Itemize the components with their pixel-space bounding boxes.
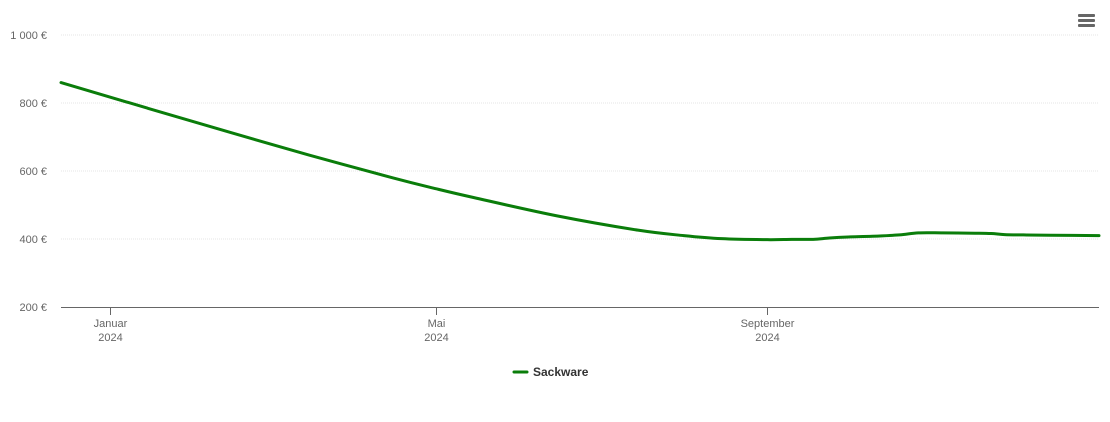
- x-tick-label-line: September: [741, 318, 795, 330]
- x-tick-label: Mai 2024: [424, 318, 448, 344]
- y-axis: 200 € 400 € 600 € 800 € 1 000 €: [10, 30, 47, 314]
- chart-menu-button[interactable]: [1076, 10, 1098, 32]
- x-tick-label-line: Januar: [94, 318, 128, 330]
- legend[interactable]: Sackware: [512, 365, 589, 379]
- legend-label: Sackware: [533, 365, 589, 379]
- grid: [61, 34, 1099, 240]
- legend-item-sackware[interactable]: Sackware: [512, 365, 589, 379]
- y-tick-label: 1 000 €: [10, 30, 47, 42]
- y-tick-label: 600 €: [19, 166, 47, 178]
- x-tick-label: September 2024: [741, 318, 795, 344]
- hamburger-menu-icon: [1078, 14, 1095, 17]
- series-layer: [59, 81, 1101, 242]
- x-tick-label: Januar 2024: [94, 318, 128, 344]
- series-line-sackware[interactable]: [59, 81, 1101, 242]
- hamburger-menu-icon-bar: [1078, 24, 1095, 27]
- y-tick-label: 800 €: [19, 98, 47, 110]
- x-tick-label-line: 2024: [755, 332, 779, 344]
- x-tick-label-line: Mai: [428, 318, 446, 330]
- y-tick-label: 200 €: [19, 302, 47, 314]
- x-axis: Januar 2024 Mai 2024 September 2024: [61, 307, 1099, 344]
- hamburger-menu-icon-bar: [1078, 19, 1095, 22]
- y-tick-label: 400 €: [19, 234, 47, 246]
- x-tick-label-line: 2024: [424, 332, 448, 344]
- x-tick-label-line: 2024: [98, 332, 122, 344]
